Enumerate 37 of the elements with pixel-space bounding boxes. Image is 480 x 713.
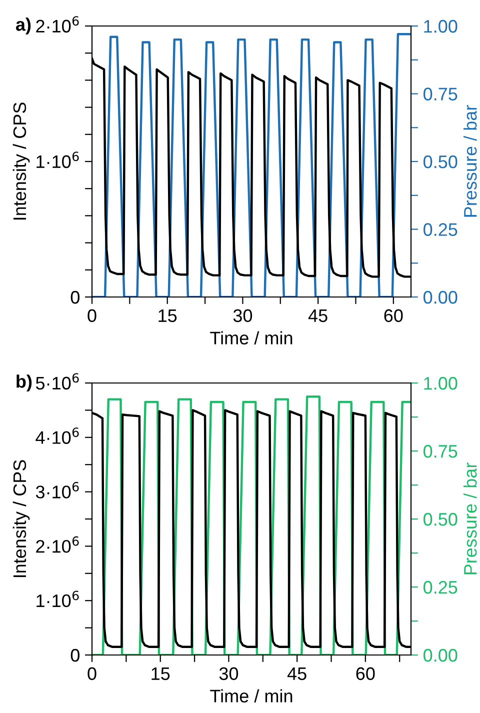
x-axis-title: Time / min bbox=[210, 331, 292, 344]
x-tick-label: 45 bbox=[287, 667, 306, 680]
y2-tick-label: 0.25 bbox=[424, 223, 458, 236]
y2-tick-label: 0.50 bbox=[424, 155, 458, 168]
chart-title: a) bbox=[16, 18, 31, 34]
x-tick-label: 0 bbox=[88, 667, 96, 680]
x-tick-label: 15 bbox=[152, 667, 170, 680]
y2-axis-title: Pressure / bar bbox=[464, 462, 477, 574]
y-tick-label: 3·10$^{6}$ bbox=[36, 482, 79, 498]
y2-tick-label: 0.25 bbox=[424, 580, 458, 594]
x-tick-label: 30 bbox=[233, 309, 252, 322]
y2-tick-label: 1.00 bbox=[424, 20, 458, 33]
x-tick-label: 30 bbox=[219, 667, 238, 680]
y-tick-label: 1·10$^{6}$ bbox=[36, 152, 79, 168]
x-axis-title: Time / min bbox=[210, 689, 292, 702]
y-axis-title: Intensity / CPS bbox=[12, 460, 30, 578]
y2-tick-label: 0.75 bbox=[424, 88, 458, 100]
y2-axis-title: Pressure / bar bbox=[464, 105, 477, 217]
y2-tick-label: 0.50 bbox=[424, 512, 458, 526]
x-tick-label: 60 bbox=[384, 309, 403, 322]
y-tick-label: 5·10$^{6}$ bbox=[36, 373, 79, 390]
y2-tick-label: 0.75 bbox=[424, 444, 458, 458]
y-tick-label: 0 bbox=[70, 290, 80, 304]
y-tick-label: 4·10$^{6}$ bbox=[36, 428, 79, 444]
x-tick-label: 15 bbox=[158, 309, 177, 322]
x-tick-label: 45 bbox=[308, 309, 328, 322]
y-tick-label: 2·10$^{6}$ bbox=[36, 16, 79, 33]
x-tick-label: 0 bbox=[88, 309, 96, 322]
y2-tick-label: 0.00 bbox=[424, 648, 458, 662]
y-axis-title: Intensity / CPS bbox=[12, 102, 30, 220]
y-tick-label: 0 bbox=[70, 648, 80, 662]
chart-title: b) bbox=[16, 374, 32, 392]
y2-tick-label: 1.00 bbox=[424, 376, 458, 390]
y2-tick-label: 0.00 bbox=[424, 290, 458, 304]
x-tick-label: 60 bbox=[356, 667, 375, 680]
y-tick-label: 1·10$^{6}$ bbox=[36, 590, 79, 608]
y-tick-label: 2·10$^{6}$ bbox=[36, 536, 79, 553]
